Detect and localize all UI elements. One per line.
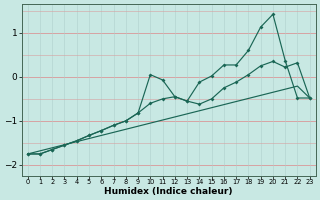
X-axis label: Humidex (Indice chaleur): Humidex (Indice chaleur) <box>104 187 233 196</box>
